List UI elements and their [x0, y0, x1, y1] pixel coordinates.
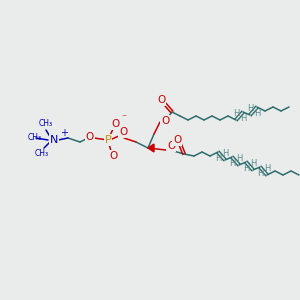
Text: H: H [243, 164, 249, 173]
Text: O: O [157, 95, 165, 105]
Text: O: O [173, 135, 181, 145]
Text: H: H [254, 110, 260, 118]
Text: O: O [167, 141, 175, 151]
Text: H: H [257, 169, 263, 178]
Text: +: + [60, 128, 68, 138]
Text: CH₃: CH₃ [39, 119, 53, 128]
Text: P: P [105, 135, 111, 145]
Text: O: O [111, 119, 119, 129]
Text: H: H [236, 154, 242, 163]
Text: O: O [161, 116, 169, 126]
Text: H: H [250, 158, 256, 167]
Polygon shape [148, 144, 154, 152]
Text: ⁻: ⁻ [121, 113, 126, 123]
Text: O: O [119, 127, 127, 137]
Text: CH₃: CH₃ [35, 148, 49, 158]
Text: H: H [222, 148, 228, 158]
Text: H: H [264, 164, 270, 172]
Text: N: N [50, 135, 58, 145]
Text: O: O [86, 132, 94, 142]
Text: H: H [240, 115, 246, 124]
Text: H: H [229, 160, 235, 169]
Text: H: H [233, 109, 239, 118]
Text: O: O [109, 151, 117, 161]
Text: CH₃: CH₃ [28, 134, 42, 142]
Text: H: H [215, 154, 221, 164]
Text: H: H [247, 103, 253, 112]
